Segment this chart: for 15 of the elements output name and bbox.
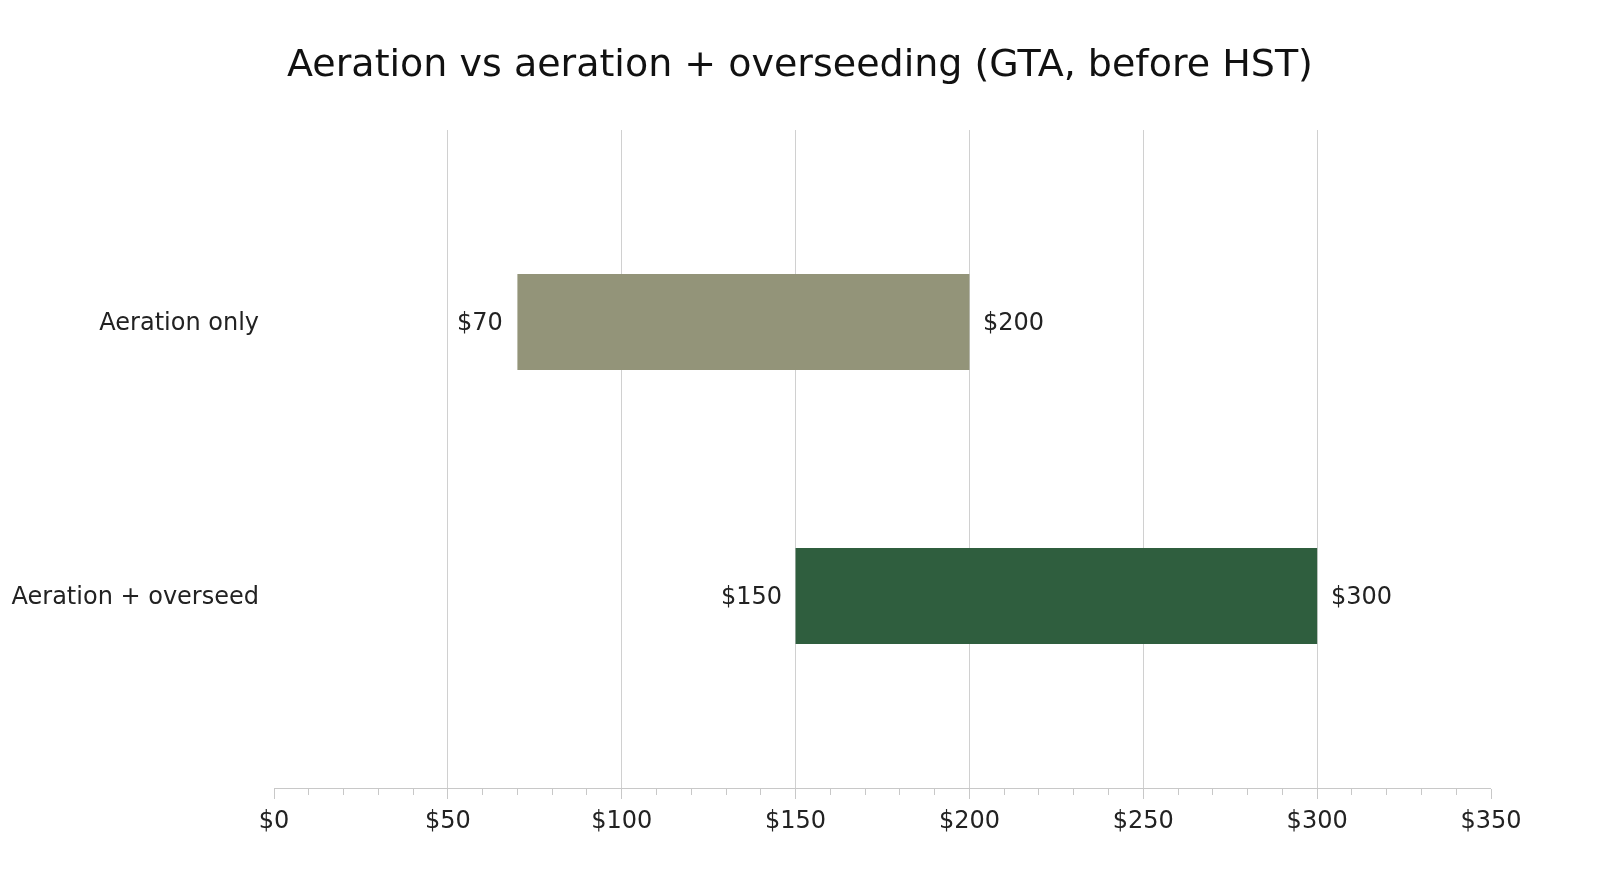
x-tick-label: $250 — [1112, 805, 1174, 834]
annotation: $150 — [721, 582, 783, 610]
x-tick-label: $200 — [938, 805, 1000, 834]
y-tick-label: Aeration only — [99, 308, 259, 337]
annotation: $70 — [457, 308, 503, 336]
chart-title: Aeration vs aeration + overseeding (GTA, before HST) — [287, 40, 1313, 85]
y-tick-label: Aeration + overseed — [11, 582, 259, 611]
x-tick-label: $300 — [1286, 805, 1348, 834]
x-tick-label: $150 — [765, 805, 827, 834]
annotation: $200 — [983, 308, 1045, 336]
x-tick-label: $350 — [1460, 805, 1522, 834]
x-tick-label: $100 — [591, 805, 653, 834]
annotation: $300 — [1331, 582, 1393, 610]
x-tick-label: $50 — [424, 805, 471, 834]
x-tick-label: $0 — [258, 805, 290, 834]
